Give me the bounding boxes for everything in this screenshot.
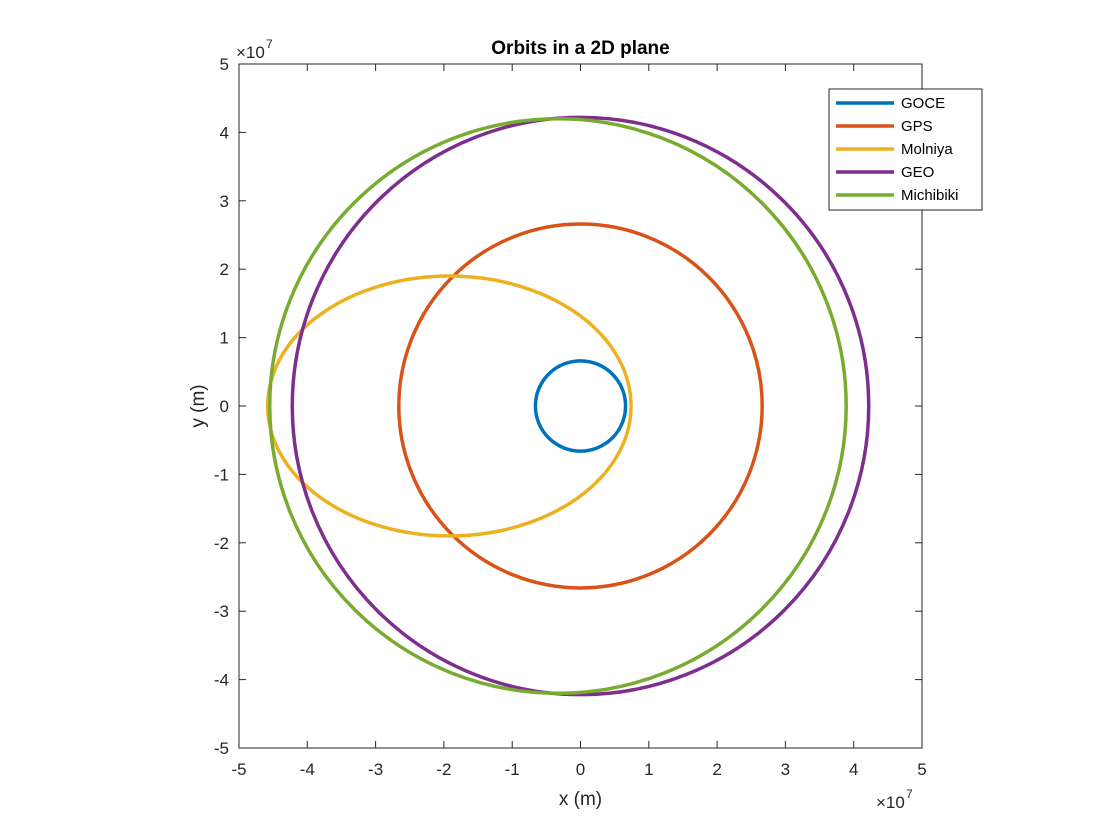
x-tick-label: 2: [712, 760, 721, 779]
y-tick-label: 4: [220, 123, 229, 142]
series-goce-orbit: [533, 359, 628, 453]
x-tick-label: 1: [644, 760, 653, 779]
x-tick-label: -3: [368, 760, 383, 779]
y-tick-label: 5: [220, 55, 229, 74]
x-axis-label: x (m): [559, 789, 602, 810]
y-tick-label: -5: [214, 739, 229, 758]
y-tick-label: -2: [214, 534, 229, 553]
y-tick-label: 0: [220, 397, 229, 416]
legend-label-geo: GEO: [901, 164, 934, 181]
y-tick-label: 2: [220, 260, 229, 279]
x-tick-label: -2: [436, 760, 451, 779]
x-tick-label: 4: [849, 760, 858, 779]
series-geo-orbit: [290, 115, 871, 697]
y-axis-multiplier: ×10 7: [236, 37, 273, 62]
y-tick-label: 1: [220, 329, 229, 348]
x-tick-label: 3: [781, 760, 790, 779]
legend-label-goce: GOCE: [901, 95, 945, 112]
legend-label-michibiki: Michibiki: [901, 187, 959, 204]
x-tick-label: -5: [231, 760, 246, 779]
legend-label-gps: GPS: [901, 118, 933, 135]
y-tick-label: -1: [214, 465, 229, 484]
chart-title: Orbits in a 2D plane: [491, 38, 669, 59]
x-multiplier-base: ×10: [876, 793, 905, 812]
axes-box: [238, 63, 923, 749]
x-tick-label: 0: [576, 760, 585, 779]
y-tick-label: -4: [214, 671, 229, 690]
series-layer: [265, 115, 871, 697]
legend-label-molniya: Molniya: [901, 141, 953, 158]
y-multiplier-exponent: 7: [266, 37, 273, 51]
y-multiplier-base: ×10: [236, 43, 265, 62]
legend: GOCE GPS Molniya GEO Michibiki: [828, 88, 983, 211]
ticks-layer: -5 -4 -3 -2 -1 0 1 2 3 4 5 -5 -4 -3 -2 -1 0 1 2 3 4 5: [214, 55, 927, 779]
x-tick-label: 5: [917, 760, 926, 779]
y-tick-label: 3: [220, 192, 229, 211]
y-axis-label: y (m): [188, 384, 209, 427]
x-tick-label: -1: [505, 760, 520, 779]
plot-area: -5 -4 -3 -2 -1 0 1 2 3 4 5 -5 -4 -3 -2 -1 0 1 2 3 4 5: [214, 55, 927, 779]
series-michibiki-orbit: [267, 116, 848, 696]
x-axis-multiplier: ×10 7: [876, 787, 913, 812]
y-tick-label: -3: [214, 602, 229, 621]
series-molniya-orbit: [265, 274, 633, 538]
x-multiplier-exponent: 7: [906, 787, 913, 801]
x-tick-label: -4: [300, 760, 315, 779]
series-gps-orbit: [397, 222, 764, 590]
